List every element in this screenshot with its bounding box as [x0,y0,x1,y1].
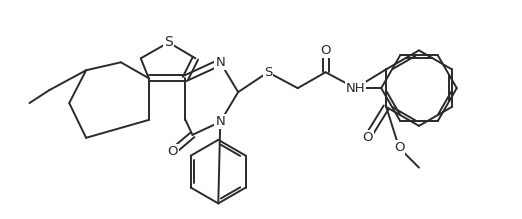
Text: S: S [164,35,173,49]
Text: O: O [362,131,373,144]
Text: O: O [394,141,405,154]
Text: O: O [168,145,178,158]
Text: NH: NH [346,82,365,95]
Text: N: N [216,56,225,69]
Text: O: O [321,44,331,57]
Text: N: N [216,115,225,128]
Text: S: S [264,66,272,79]
